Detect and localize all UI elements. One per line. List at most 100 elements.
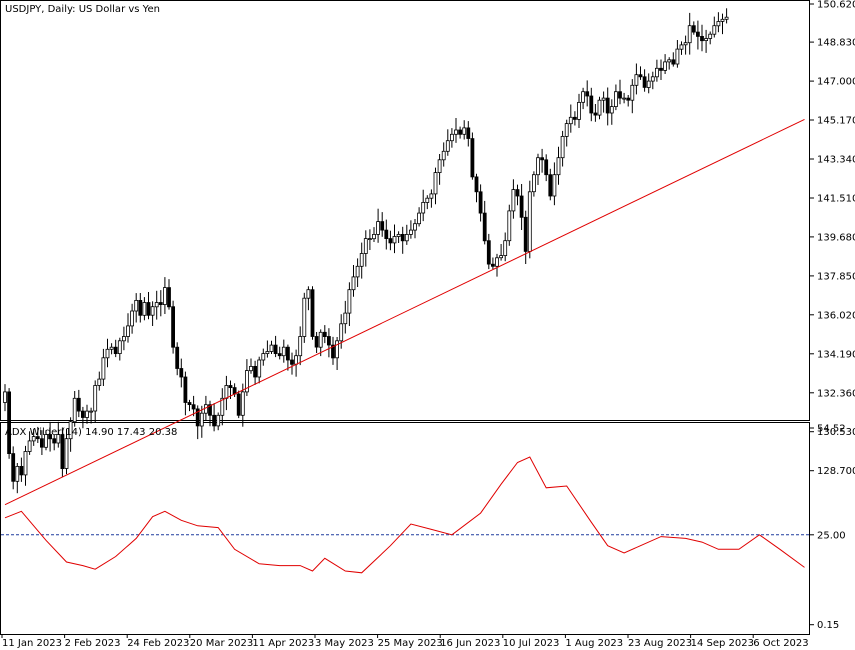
candle-body <box>146 302 151 316</box>
price-tick-label: 134.190 <box>817 349 855 360</box>
price-tick-label: 136.020 <box>817 310 855 321</box>
main-panel <box>0 0 810 421</box>
adx-tick-label: 54.52 <box>817 424 846 435</box>
candle-body <box>696 31 700 37</box>
candle-body <box>462 127 467 135</box>
candle-body <box>388 238 393 244</box>
date-tick-label: 2 Feb 2023 <box>65 638 121 649</box>
candle-body <box>48 434 52 440</box>
candle-body <box>704 38 708 41</box>
candle-body <box>433 172 438 195</box>
candle-body <box>396 233 401 237</box>
candle-body <box>441 150 446 161</box>
candle-body <box>359 253 364 267</box>
candle-body <box>134 299 139 312</box>
candle-body <box>568 116 573 125</box>
candle-body <box>68 421 73 440</box>
candle-body <box>56 434 61 444</box>
candle-body <box>540 157 544 161</box>
candle-body <box>577 102 581 120</box>
candle-body <box>437 159 442 174</box>
candle-body <box>712 25 717 35</box>
candle-body <box>81 410 85 418</box>
candle-body <box>622 97 626 100</box>
price-tick-label: 130.530 <box>817 427 855 438</box>
candle-body <box>60 434 65 469</box>
candle-body <box>367 238 372 241</box>
candle-body <box>179 368 184 378</box>
candle-body <box>532 174 536 193</box>
candle-body <box>589 95 594 114</box>
adx-line <box>4 456 805 574</box>
candle-body <box>458 129 463 135</box>
candle-body <box>142 302 147 316</box>
candle-body <box>203 404 208 414</box>
adx-indicator-title: ADX Wilder(14) 14.90 17.43 20.38 <box>5 427 178 438</box>
candle-body <box>421 201 426 214</box>
candle-body <box>122 336 126 342</box>
adx-tick-label: 0.15 <box>817 620 839 631</box>
candle-body <box>220 397 225 416</box>
candle-body <box>224 385 229 399</box>
candle-body <box>593 112 598 116</box>
candle-body <box>130 310 135 327</box>
candle-body <box>97 378 102 386</box>
candle-body <box>298 336 303 357</box>
candle-body <box>630 84 635 101</box>
candle-body <box>89 410 93 413</box>
candle-body <box>273 344 278 355</box>
candle-body <box>716 21 721 27</box>
candle-body <box>470 138 475 178</box>
candle-body <box>564 123 569 137</box>
candle-body <box>511 189 516 212</box>
candle-body <box>638 74 643 78</box>
candle-body <box>556 157 561 176</box>
candle-body <box>306 289 311 299</box>
candle-body <box>691 25 696 33</box>
candle-body <box>585 91 590 97</box>
candle-body <box>167 287 171 308</box>
candle-body <box>52 438 57 444</box>
candle-body <box>290 359 294 365</box>
candle-body <box>548 174 553 197</box>
price-tick-label: 143.340 <box>817 155 855 166</box>
candle-body <box>154 302 159 308</box>
candle-body <box>581 91 585 103</box>
candle-body <box>11 453 16 482</box>
candle-body <box>253 365 258 378</box>
candle-body <box>527 191 532 252</box>
candle-body <box>724 16 729 20</box>
candle-body <box>400 233 405 242</box>
candle-body <box>105 348 110 359</box>
candle-body <box>618 91 622 99</box>
date-tick-label: 14 Sep 2023 <box>691 638 754 649</box>
candle-body <box>277 353 282 357</box>
candle-body <box>466 127 471 139</box>
candle-body <box>708 33 713 39</box>
candle-body <box>380 221 385 231</box>
candle-body <box>417 212 422 225</box>
candle-body <box>609 106 614 114</box>
candle-body <box>236 393 241 416</box>
candle-body <box>35 436 40 440</box>
candle-body <box>679 44 684 50</box>
candle-body <box>19 465 24 476</box>
candle-body <box>655 67 659 78</box>
candle-body <box>126 325 130 337</box>
candle-body <box>15 465 20 482</box>
candle-body <box>212 414 217 427</box>
price-tick-label: 139.680 <box>817 232 855 243</box>
date-tick-label: 1 Aug 2023 <box>565 638 623 649</box>
date-tick-label: 20 Mar 2023 <box>190 638 253 649</box>
candle-body <box>27 440 32 452</box>
candle-body <box>605 97 610 114</box>
price-tick-label: 141.510 <box>817 194 855 205</box>
candle-body <box>392 236 397 244</box>
candle-body <box>40 438 44 448</box>
candle-body <box>314 336 319 348</box>
candle-body <box>347 289 352 314</box>
candle-body <box>162 287 167 306</box>
date-tick-label: 16 Jun 2023 <box>440 638 500 649</box>
candle-body <box>261 353 266 361</box>
candle-body <box>294 355 299 365</box>
